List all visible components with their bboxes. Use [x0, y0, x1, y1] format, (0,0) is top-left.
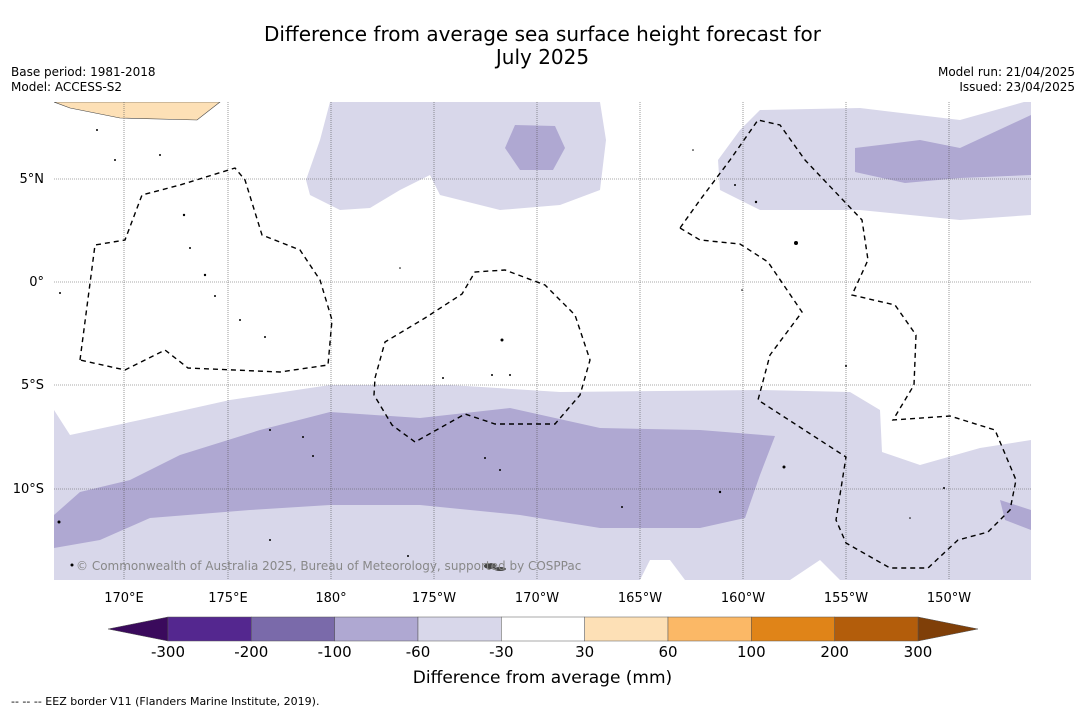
- meta-right: Model run: 21/04/2025 Issued: 23/04/2025: [938, 65, 1075, 95]
- colorbar: [107, 616, 979, 642]
- colorbar-extend-low: [107, 616, 169, 642]
- colorbar-segment: [751, 616, 835, 642]
- colorbar-segment: [584, 616, 669, 642]
- lon-label-175e: 175°E: [208, 591, 248, 606]
- lon-label-170e: 170°E: [104, 591, 144, 606]
- lon-label-180: 180°: [315, 591, 346, 606]
- colorbar-tick-label: 100: [737, 643, 766, 661]
- colorbar-segment: [334, 616, 419, 642]
- model-run-text: Model run: 21/04/2025: [937, 65, 1075, 79]
- colorbar-tick-label: -60: [405, 643, 431, 661]
- islands: [57, 129, 945, 571]
- issued-text: Issued: 23/04/2025: [959, 80, 1075, 94]
- eez-borders: [79, 119, 1017, 569]
- negative-anomaly-medium-north-central: [505, 125, 565, 170]
- model-text: Model: ACCESS-S2: [11, 80, 123, 94]
- lon-label-175w: 175°W: [412, 591, 456, 606]
- colorbar-segment: [417, 616, 502, 642]
- colorbar-tick-label: 60: [658, 643, 678, 661]
- lat-label-10s: 10°S: [13, 482, 44, 497]
- colorbar-tick-label: 30: [575, 643, 595, 661]
- colorbar-tick-label: -30: [489, 643, 514, 661]
- negative-anomaly-medium-east: [1000, 500, 1031, 530]
- lon-label-150w: 150°W: [927, 591, 971, 606]
- colorbar-segment: [251, 616, 335, 642]
- lon-label-155w: 155°W: [824, 591, 868, 606]
- lon-label-170w: 170°W: [515, 591, 559, 606]
- colorbar-segment: [834, 616, 919, 642]
- eez-border-central: [373, 269, 591, 443]
- colorbar-tick-label: -100: [317, 643, 352, 661]
- negative-anomaly-medium-south: [54, 408, 775, 548]
- white-notch-1: [640, 560, 685, 580]
- colorbar-label: Difference from average (mm): [412, 668, 673, 688]
- colorbar-segment: [667, 616, 752, 642]
- chart-title-line1: Difference from average sea surface heig…: [263, 22, 822, 46]
- negative-anomaly-light-north-central: [306, 102, 606, 210]
- lon-label-165w: 165°W: [618, 591, 662, 606]
- copyright-text: © Commonwealth of Australia 2025, Bureau…: [76, 559, 582, 573]
- graticule: [54, 102, 1031, 580]
- lat-label-5n: 5°N: [20, 172, 45, 187]
- lon-label-160w: 160°W: [721, 591, 765, 606]
- longitude-labels: 170°E 175°E 180° 175°W 170°W 165°W 160°W…: [104, 591, 971, 606]
- colorbar-segment: [167, 616, 252, 642]
- colorbar-tick-label: 300: [903, 643, 933, 661]
- negative-anomaly-medium-north-east: [855, 115, 1031, 183]
- eez-footnote: -- -- -- EEZ border V11 (Flanders Marine…: [11, 695, 320, 708]
- chart-title-line2: July 2025: [495, 45, 590, 69]
- map-area: [54, 102, 1031, 580]
- white-notch-2: [790, 560, 840, 580]
- colorbar-segments: [167, 616, 919, 642]
- positive-anomaly-patch: [54, 102, 221, 121]
- base-period-text: Base period: 1981-2018: [11, 65, 156, 79]
- meta-left: Base period: 1981-2018 Model: ACCESS-S2: [11, 65, 156, 95]
- colorbar-tick-label: -300: [150, 643, 186, 661]
- colorbar-segment: [501, 616, 585, 642]
- lat-label-5s: 5°S: [21, 378, 44, 393]
- colorbar-tick-label: -200: [234, 643, 269, 661]
- colorbar-extend-high: [917, 616, 979, 642]
- eez-border-east: [678, 119, 1017, 569]
- colorbar-tick-label: 200: [820, 643, 849, 661]
- lat-label-eq: 0°: [29, 275, 44, 290]
- latitude-labels: 5°N 0° 5°S 10°S: [13, 172, 44, 497]
- eez-border-west: [79, 167, 333, 373]
